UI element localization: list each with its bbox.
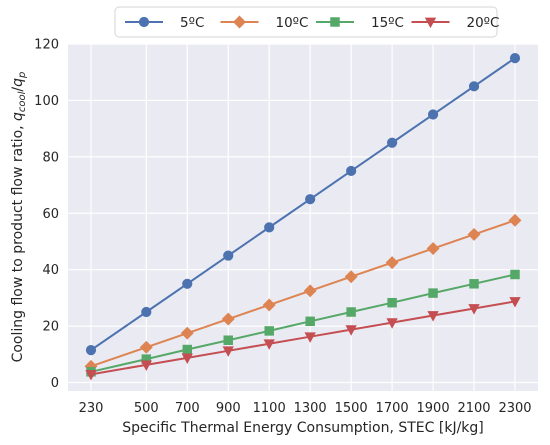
x-tick-label: 230: [79, 401, 104, 416]
data-point: [467, 227, 481, 241]
legend-item: 15ºC: [316, 15, 404, 31]
data-point: [468, 304, 480, 315]
legend-item: 10ºC: [220, 15, 309, 31]
x-tick-label: 700: [175, 401, 200, 416]
data-point: [387, 137, 398, 148]
data-point: [182, 278, 193, 289]
y-axis-label: Cooling flow to product flow ratio, qcoo…: [10, 72, 28, 363]
legend-swatch-marker: [233, 15, 246, 29]
y-tick-label: 0: [51, 376, 59, 391]
data-point: [427, 311, 439, 322]
legend: 5ºC 10ºC 15ºC 20ºC: [114, 6, 500, 38]
y-tick-label: 100: [34, 94, 59, 109]
x-axis-ticks: 230 500 700 900 1100 1300 1500 1700 1900 2100 2300: [79, 401, 532, 416]
data-point: [427, 109, 439, 120]
data-point: [346, 307, 356, 317]
data-point: [304, 332, 316, 343]
data-point: [181, 353, 193, 364]
data-point: [180, 326, 194, 340]
data-point: [426, 242, 440, 255]
data-point: [468, 81, 480, 92]
legend-swatch-marker: [424, 17, 437, 29]
series-1: [84, 213, 522, 373]
legend-item: 20ºC: [411, 15, 500, 31]
data-point: [263, 339, 275, 350]
legend-swatch-marker: [138, 16, 150, 28]
data-point: [469, 279, 479, 289]
data-point: [223, 250, 234, 261]
y-axis-ticks: 0 20 40 60 80 100 120: [34, 38, 59, 392]
y-tick-label: 120: [34, 38, 59, 53]
x-tick-label: 1300: [294, 401, 327, 416]
data-point: [344, 270, 358, 284]
data-point: [345, 325, 357, 336]
y-tick-label: 80: [42, 150, 59, 165]
data-point: [303, 284, 317, 298]
x-tick-label: 500: [134, 401, 159, 416]
y-tick-label: 60: [42, 207, 59, 222]
legend-label: 15ºC: [371, 15, 404, 31]
data-point: [305, 194, 316, 205]
data-point: [262, 298, 276, 312]
data-point: [139, 340, 153, 354]
x-tick-label: 1700: [376, 401, 409, 416]
data-point: [182, 344, 193, 355]
x-tick-label: 2300: [498, 401, 531, 416]
x-tick-label: 1900: [417, 401, 450, 416]
data-point: [222, 346, 234, 357]
y-tick-label: 20: [42, 320, 59, 335]
x-tick-label: 900: [216, 401, 241, 416]
legend-label: 10ºC: [276, 15, 309, 31]
data-point: [509, 297, 521, 308]
legend-frame: [114, 6, 498, 38]
data-point: [85, 344, 97, 356]
legend-swatch-marker: [330, 17, 340, 27]
plot-area: [68, 44, 538, 391]
series-layer: [84, 53, 522, 381]
data-point: [385, 256, 399, 270]
data-point: [508, 213, 522, 227]
legend-label: 5ºC: [180, 15, 204, 31]
x-axis-label: Specific Thermal Energy Consumption, STE…: [122, 420, 484, 436]
data-point: [141, 306, 152, 318]
x-tick-label: 1500: [335, 401, 368, 416]
data-point: [428, 288, 438, 298]
data-point: [509, 53, 521, 64]
series-3: [85, 297, 521, 381]
data-point: [346, 165, 357, 177]
data-point: [510, 269, 520, 280]
legend-item: 5ºC: [125, 15, 204, 31]
data-point: [140, 360, 152, 372]
data-point: [264, 222, 275, 233]
series-0: [85, 53, 521, 356]
legend-label: 20ºC: [467, 15, 500, 31]
data-point: [264, 326, 274, 336]
data-point: [386, 318, 398, 329]
x-tick-label: 1100: [253, 401, 286, 416]
data-point: [387, 297, 397, 308]
y-tick-label: 40: [42, 263, 59, 278]
data-point: [85, 369, 97, 381]
data-point: [221, 312, 235, 326]
x-tick-label: 2100: [457, 401, 490, 416]
data-point: [223, 335, 233, 345]
data-point: [305, 316, 315, 327]
